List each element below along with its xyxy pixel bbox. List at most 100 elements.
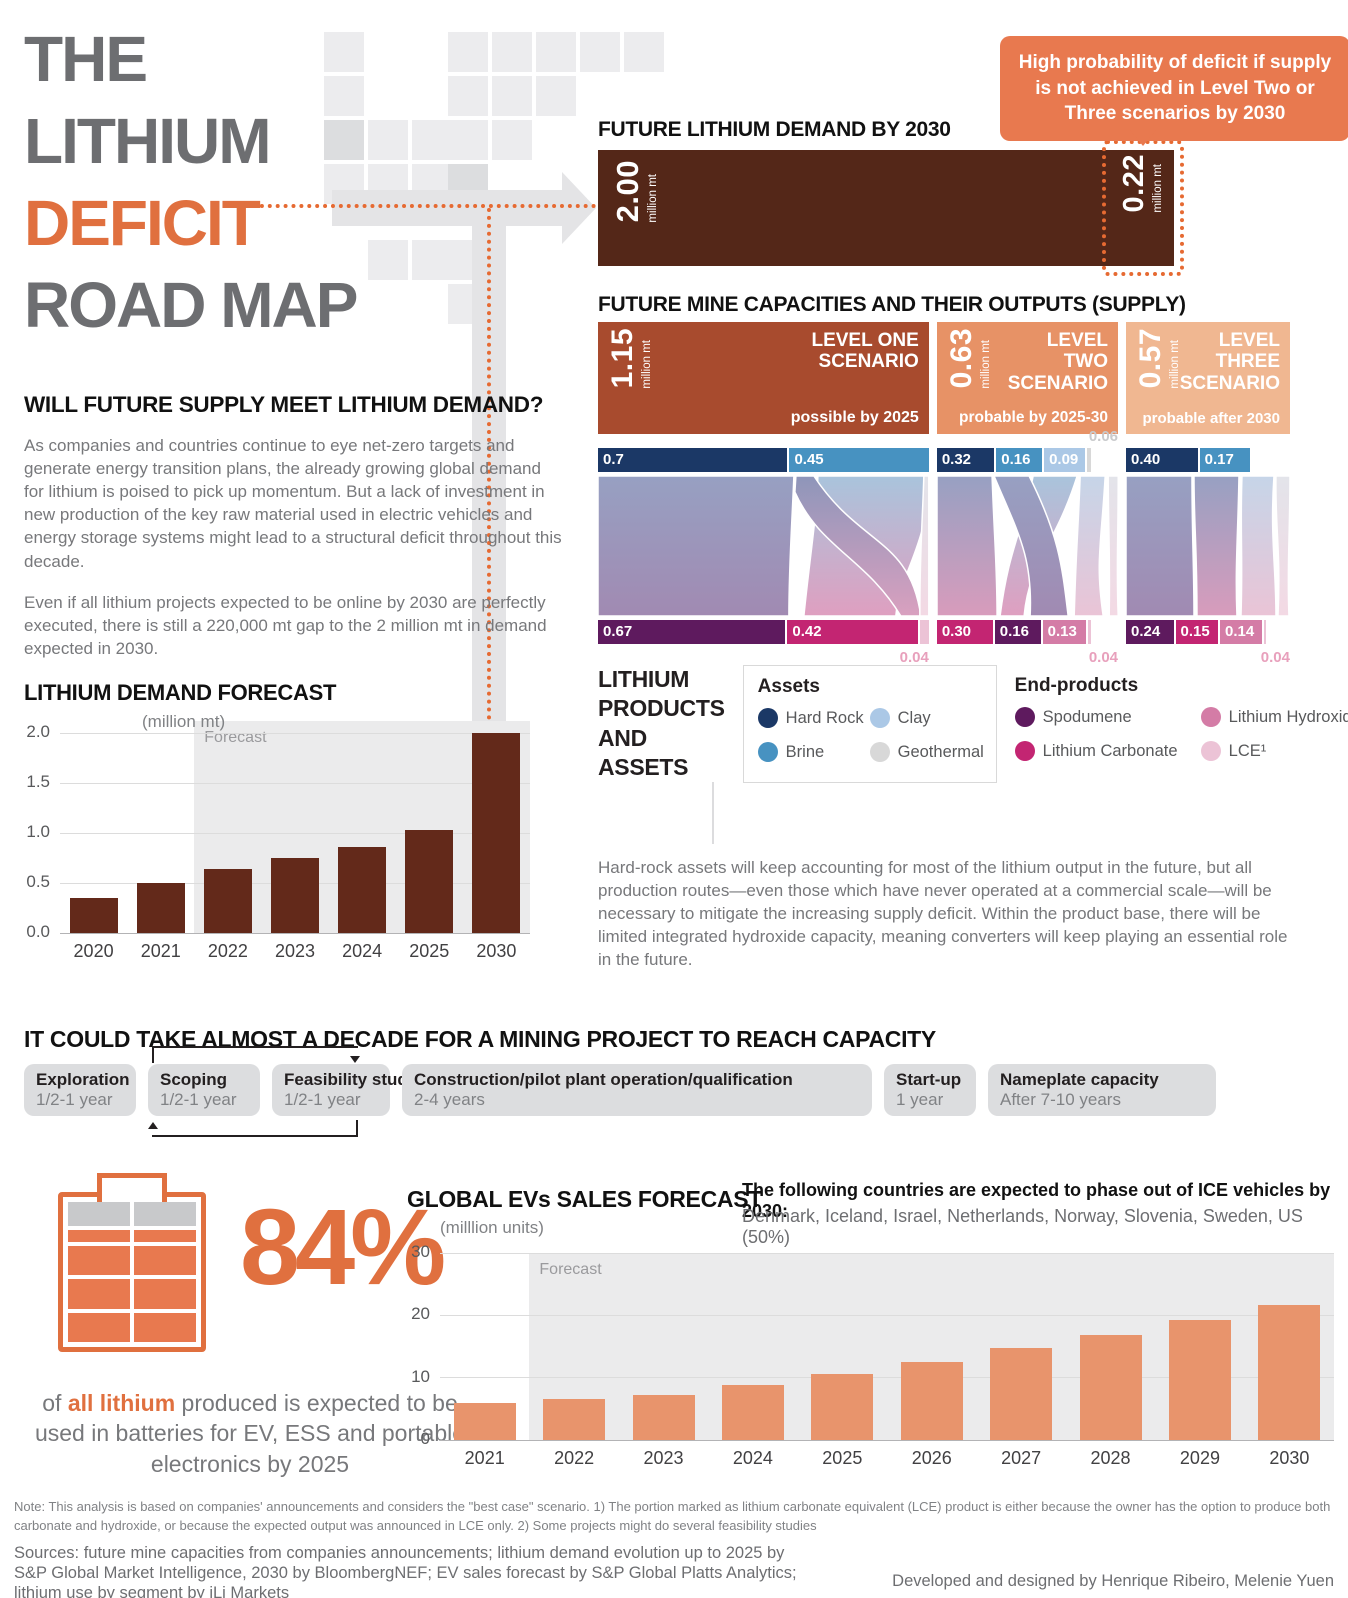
battery-caption: of all lithium produced is expected to b… — [30, 1388, 470, 1479]
bars-row — [60, 733, 530, 933]
bars-row — [440, 1253, 1334, 1440]
sankey-segment-geothermal — [1086, 448, 1092, 472]
bar-2025 — [811, 1373, 874, 1440]
stage-duration: 2-4 years — [414, 1090, 485, 1109]
pixel-square — [448, 76, 488, 116]
stage-duration: 1/2-1 year — [284, 1090, 361, 1109]
sankey-segment-hard-rock: 0.40 — [1126, 448, 1198, 472]
bar-2029 — [1168, 1319, 1231, 1440]
bar-slot — [708, 1384, 797, 1440]
bar-slot — [127, 883, 194, 933]
timeline-stage-exploration: Exploration 1/2-1 year — [24, 1064, 136, 1116]
assets-legend-heading: Assets — [757, 676, 820, 697]
sankey-segment-brine: 0.17 — [1199, 448, 1250, 472]
segment-value-label: 0.67 — [603, 623, 633, 640]
battery-caption-prefix: of — [42, 1390, 68, 1416]
end-products-legend-heading: End-products — [1014, 675, 1139, 696]
bar-2024 — [338, 847, 387, 933]
sankey-group-level-two: 0.32 0.16 0.09 0.30 0.16 0.13 0.06 0.04 — [936, 428, 1119, 666]
legend-item-label: Lithium Carbonate — [1042, 741, 1178, 760]
segment-value-label: 0.14 — [1225, 623, 1255, 640]
supply-gap-label: 0.22 million mt — [1118, 154, 1164, 213]
orange-dotted-line-vertical — [487, 208, 491, 728]
bar-slot — [463, 733, 530, 933]
x-axis-tick-label: 2021 — [464, 1448, 505, 1468]
pixel-square — [492, 32, 532, 72]
legend-item-label: Clay — [897, 708, 931, 727]
demand-chart-unit: (million mt) — [142, 712, 226, 731]
legend-item-label: Hard Rock — [785, 708, 864, 727]
x-axis-tick-label: 2021 — [140, 941, 181, 961]
timeline-stage-construction: Construction/pilot plant operation/quali… — [402, 1064, 872, 1116]
bar-2030 — [472, 733, 521, 933]
y-axis-tick-label: 30 — [411, 1242, 430, 1261]
sankey-segment-clay: 0.09 — [1044, 448, 1085, 472]
ev-chart-unit: (milllion units) — [440, 1218, 544, 1237]
segment-value-label: 0.13 — [1047, 623, 1077, 640]
stage-label: Scoping — [160, 1070, 228, 1089]
gridline — [60, 832, 530, 834]
y-axis-tick-label: 1.5 — [26, 772, 50, 791]
supply-gap-box: 0.22 million mt — [1102, 140, 1184, 276]
title-line-deficit: DEFICIT — [24, 187, 261, 259]
bar-2026 — [900, 1362, 963, 1440]
pixel-square — [324, 76, 364, 116]
legend-item-label: Brine — [785, 742, 825, 761]
x-axis-tick-label: 2025 — [822, 1448, 863, 1468]
sankey-segment-spodumene: 0.16 — [994, 620, 1041, 644]
segment-value-label: 0.24 — [1131, 623, 1161, 640]
y-axis-tick-label: 2.0 — [26, 722, 50, 741]
bar-slot — [329, 847, 396, 933]
y-axis-tick-label: 10 — [411, 1366, 430, 1386]
legend-item-label: Spodumene — [1042, 707, 1132, 726]
pixel-square — [368, 120, 408, 160]
scenario-two-value: 0.63 million mt — [944, 328, 992, 389]
phaseout-heading: The following countries are expected to … — [742, 1180, 1331, 1221]
scenario-level-one: 1.15 million mt LEVEL ONE SCENARIO possi… — [598, 322, 929, 434]
bar-slot — [619, 1394, 708, 1440]
plot-area: Forecast 0.0 0.5 1.0 1.5 2.0 — [26, 721, 530, 941]
gridline — [440, 1377, 1334, 1379]
segment-value-label: 0.17 — [1204, 451, 1234, 468]
legend-item-lithium-hydroxide: Lithium Hydroxide — [1200, 707, 1348, 727]
title-line-roadmap: ROAD MAP — [24, 269, 358, 341]
y-axis-tick-label: 0.0 — [26, 922, 50, 941]
pixel-square — [536, 32, 576, 72]
bar-slot — [60, 898, 127, 933]
title-line-the: THE — [24, 23, 148, 95]
bar-slot — [976, 1348, 1065, 1440]
segment-value-label: 0.42 — [792, 623, 822, 640]
sankey-flows — [936, 476, 1119, 616]
stage-label: Start-up — [896, 1070, 962, 1089]
bar-slot — [529, 1398, 618, 1440]
intro-section: WILL FUTURE SUPPLY MEET LITHIUM DEMAND? … — [24, 392, 564, 678]
assets-legend-items: Hard Rock Clay Brine Geothermal — [757, 708, 984, 762]
legend-color-dot-icon — [1014, 741, 1035, 761]
segment-value-label-outside: 0.04 — [899, 649, 929, 666]
battery-percent: 84% — [240, 1186, 446, 1307]
demand-heading: FUTURE LITHIUM DEMAND BY 2030 — [598, 118, 951, 141]
pixel-square — [580, 32, 620, 72]
legend-item-clay: Clay — [869, 708, 984, 728]
bar-2022 — [543, 1398, 606, 1440]
timeline-stage-nameplate-capacity: Nameplate capacity After 7-10 years — [988, 1064, 1216, 1116]
bar-2030 — [1258, 1304, 1321, 1440]
asset-bar: 0.7 0.45 — [598, 448, 929, 472]
sankey-segment-lithium-carbonate: 0.15 — [1175, 620, 1219, 644]
pixel-square — [492, 120, 532, 160]
segment-value-label: 0.45 — [794, 451, 824, 468]
bar-2020 — [69, 898, 118, 933]
legend-color-dot-icon — [1200, 741, 1221, 761]
stage-label: Construction/pilot plant operation/quali… — [414, 1070, 793, 1089]
segment-value-label: 0.15 — [1180, 623, 1210, 640]
pixel-square — [448, 32, 488, 72]
pixel-square — [448, 120, 488, 160]
supply-heading: FUTURE MINE CAPACITIES AND THEIR OUTPUTS… — [598, 293, 1186, 316]
pixel-square — [324, 120, 364, 160]
bar-slot — [1245, 1304, 1334, 1440]
pixel-square — [412, 240, 452, 280]
x-axis-tick-label: 2028 — [1090, 1448, 1131, 1468]
battery-caption-highlight: all lithium — [67, 1390, 176, 1416]
legend-item-hard-rock: Hard Rock — [757, 708, 864, 728]
stage-duration: 1/2-1 year — [160, 1090, 237, 1109]
